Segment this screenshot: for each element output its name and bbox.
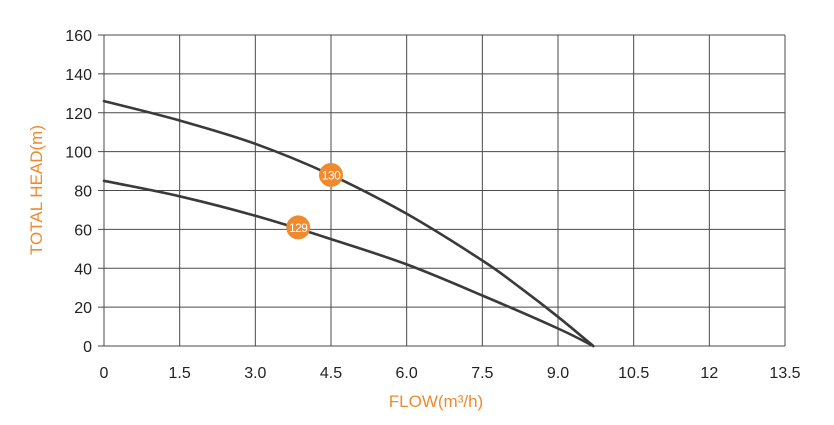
curve-129	[102, 179, 595, 348]
curve-labels: 130 129	[286, 162, 343, 240]
x-tick-label: 4.5	[320, 365, 342, 382]
x-tick-label: 10.5	[618, 365, 649, 382]
y-tick-label: 120	[65, 106, 92, 123]
y-axis-title: TOTAL HEAD(m)	[27, 125, 46, 255]
x-axis-title: FLOW(m³/h)	[389, 392, 483, 411]
curve-label-badge-130	[319, 162, 343, 187]
y-tick-label: 20	[74, 300, 92, 317]
y-tick-label: 60	[74, 222, 92, 239]
grid	[98, 34, 786, 347]
curve-130	[102, 99, 595, 348]
x-tick-label: 13.5	[769, 365, 800, 382]
y-tick-label: 140	[65, 67, 92, 84]
y-tick-label: 100	[65, 145, 92, 162]
y-tick-label: 160	[65, 28, 92, 45]
x-tick-label: 9.0	[547, 365, 569, 382]
x-tick-label: 3.0	[244, 365, 266, 382]
y-tick-label: 40	[74, 261, 92, 278]
x-tick-label: 0	[100, 365, 109, 382]
x-tick-labels: 0 1.5 3.0 4.5 6.0 7.5 9.0 10.5 12 13.5	[100, 365, 801, 382]
x-tick-label: 6.0	[396, 365, 418, 382]
curves	[102, 99, 595, 348]
x-tick-label: 12	[700, 365, 718, 382]
curve-label-badge-129	[286, 215, 311, 240]
y-tick-label: 0	[83, 339, 92, 356]
x-tick-label: 7.5	[471, 365, 493, 382]
x-tick-label: 1.5	[169, 365, 191, 382]
y-tick-label: 80	[74, 184, 92, 201]
curve-label-129: 129	[289, 221, 308, 235]
y-tick-labels: 0 20 40 60 80 100 120 140 160	[65, 28, 92, 356]
curve-label-130: 130	[322, 168, 341, 182]
